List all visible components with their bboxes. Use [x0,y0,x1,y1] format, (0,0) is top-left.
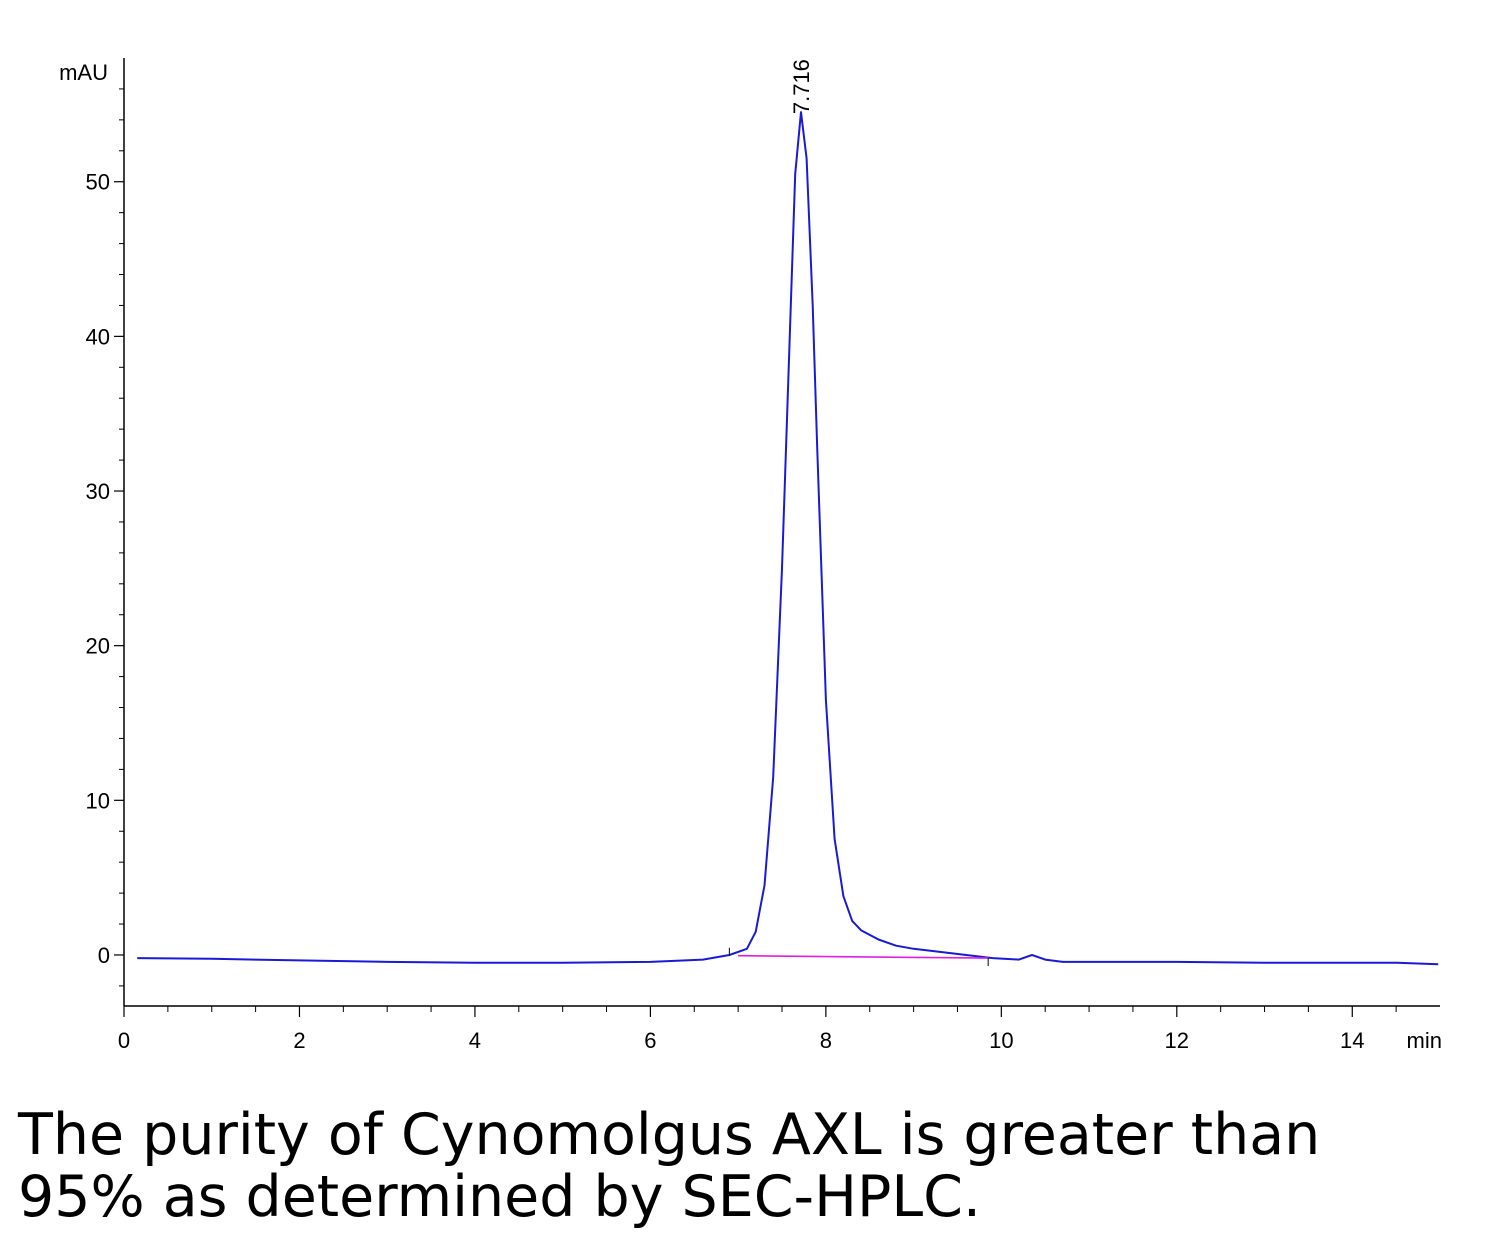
chart-labels: 0 10 20 30 40 50 0 2 4 6 8 10 12 14 mAU min 7.716 [59,59,1442,1053]
x-tick-label: 8 [820,1028,832,1053]
y-tick-label: 50 [86,170,110,195]
chart-axes [114,58,1440,1017]
caption-line-2: 95% as determined by SEC-HPLC. [18,1164,982,1230]
y-tick-label: 10 [86,788,110,813]
y-tick-label: 0 [98,943,110,968]
y-tick-label: 40 [86,324,110,349]
integration-baseline [738,954,989,959]
y-axis-unit-label: mAU [59,60,108,85]
x-tick-label: 4 [469,1028,481,1053]
x-axis-unit-label: min [1407,1028,1442,1053]
chromatogram-trace [137,111,1439,966]
y-tick-label: 30 [86,479,110,504]
purity-caption: The purity of Cynomolgus AXL is greater … [18,1104,1478,1228]
x-tick-label: 6 [644,1028,656,1053]
peak-annotation: 7.716 [789,59,814,114]
chart-series [137,111,1439,967]
x-tick-label: 2 [293,1028,305,1053]
caption-line-1: The purity of Cynomolgus AXL is greater … [18,1102,1321,1168]
y-tick-label: 20 [86,634,110,659]
x-tick-label: 14 [1340,1028,1364,1053]
x-tick-label: 10 [989,1028,1013,1053]
x-tick-label: 0 [118,1028,130,1053]
chromatogram-chart: 0 10 20 30 40 50 0 2 4 6 8 10 12 14 mAU min 7.716 [59,58,1442,1053]
x-tick-label: 12 [1165,1028,1189,1053]
